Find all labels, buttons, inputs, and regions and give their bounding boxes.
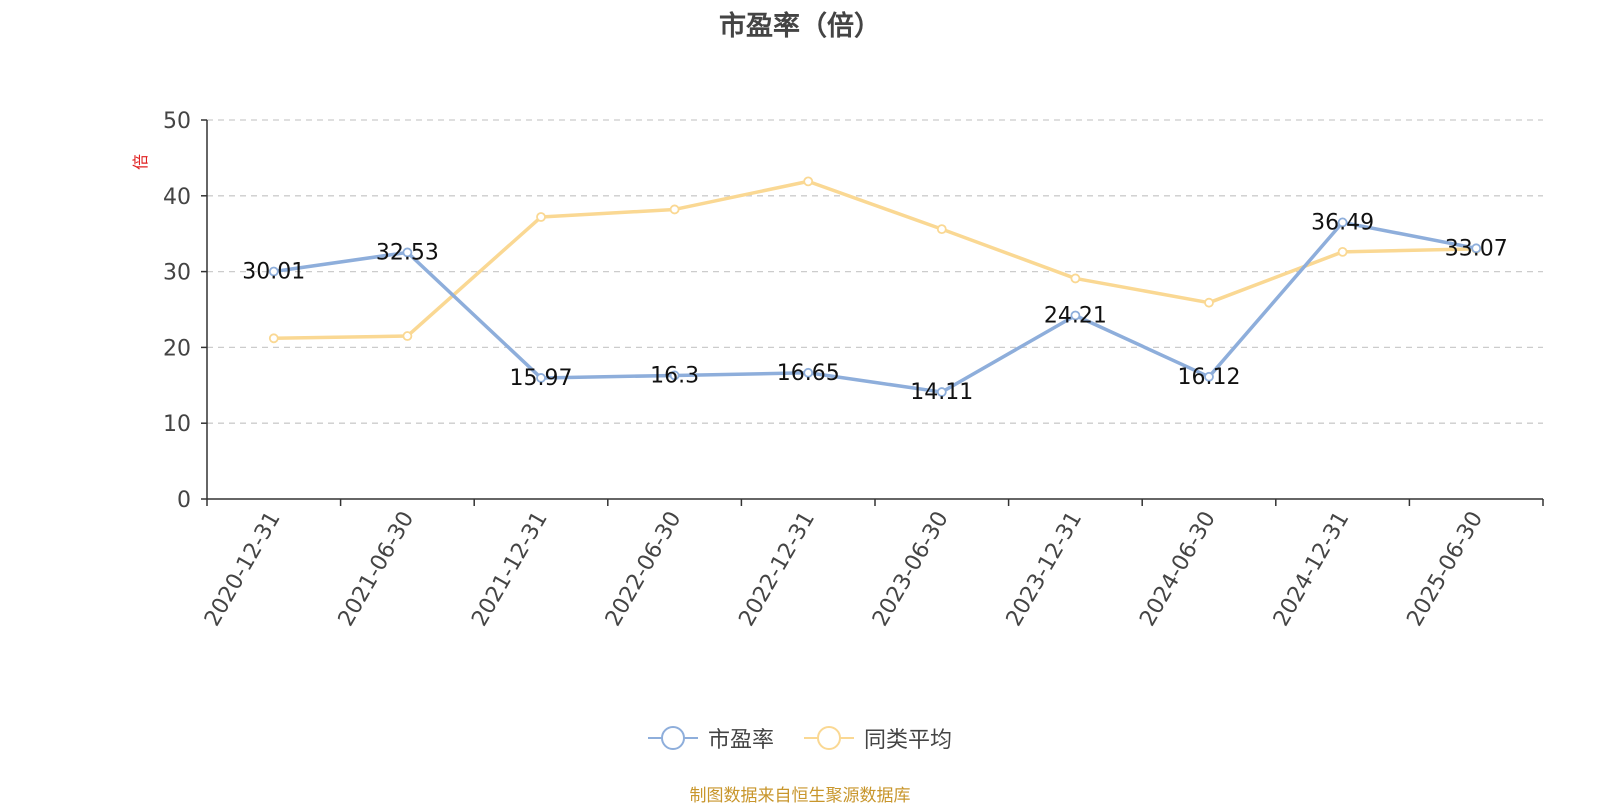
legend-label: 市盈率: [707, 728, 774, 753]
series-point-1: [1070, 273, 1081, 284]
x-tick-label: 2023-12-31: [1002, 507, 1088, 630]
y-tick-label: 10: [163, 412, 191, 437]
data-label: 16.65: [777, 361, 840, 386]
y-tick-label: 0: [177, 488, 191, 513]
data-label: 30.01: [242, 260, 305, 285]
series-point-1: [402, 331, 413, 341]
x-tick-label: 2024-06-30: [1135, 507, 1221, 630]
series-point-1: [268, 333, 279, 344]
series-point-1: [536, 212, 546, 222]
data-label: 32.53: [376, 240, 439, 265]
series-point-1: [1337, 246, 1348, 257]
series-point-0: [402, 247, 413, 258]
series-point-0: [1070, 310, 1081, 321]
series-point-1: [669, 204, 680, 215]
series-point-0: [936, 387, 947, 397]
series-line-1: [273, 179, 1477, 341]
data-label: 14.11: [910, 380, 973, 405]
legend-line-circle-icon: [804, 726, 854, 750]
series-point-0: [268, 266, 279, 277]
data-label: 33.07: [1445, 236, 1508, 261]
y-tick-label: 50: [163, 109, 191, 134]
x-tick-label: 2021-12-31: [467, 507, 553, 630]
series-point-1: [803, 176, 814, 187]
series-point-1: [1204, 297, 1214, 308]
data-label: 16.12: [1178, 365, 1241, 390]
y-axis-label: 倍: [131, 154, 150, 170]
series-point-0: [1471, 243, 1482, 254]
x-tick-label: 2022-12-31: [734, 507, 820, 630]
legend-item[interactable]: 市盈率: [647, 722, 774, 754]
series-point-0: [1337, 217, 1348, 228]
series-point-0: [803, 367, 814, 378]
data-source-note: 制图数据来自恒生聚源数据库: [689, 786, 911, 806]
legend-swatch-circle: [660, 726, 685, 750]
y-tick-label: 40: [163, 185, 191, 210]
x-tick-label: 2023-06-30: [868, 507, 954, 630]
legend-label: 同类平均: [864, 728, 953, 753]
legend: 市盈率 同类平均: [0, 722, 1600, 754]
data-label: 15.97: [510, 366, 573, 391]
data-label: 24.21: [1044, 303, 1107, 328]
data-label: 16.3: [650, 363, 699, 388]
x-tick-label: 2022-06-30: [601, 507, 687, 630]
y-tick-label: 20: [163, 336, 191, 361]
series-line-0: [273, 220, 1477, 394]
series-point-0: [536, 373, 546, 383]
legend-line-circle-icon: [647, 726, 698, 750]
series-point-1: [936, 224, 947, 235]
legend-item[interactable]: 同类平均: [804, 722, 952, 754]
x-tick-label: 2021-06-30: [334, 507, 420, 630]
data-label: 36.49: [1311, 210, 1374, 235]
series-point-0: [1204, 371, 1214, 382]
x-tick-label: 2025-06-30: [1402, 507, 1488, 630]
x-tick-label: 2020-12-31: [200, 507, 286, 630]
series-point-0: [669, 370, 680, 381]
x-tick-label: 2024-12-31: [1269, 507, 1355, 630]
y-tick-label: 30: [163, 261, 191, 286]
chart-title: 市盈率（倍）: [719, 11, 881, 42]
legend-swatch-circle: [817, 726, 841, 750]
